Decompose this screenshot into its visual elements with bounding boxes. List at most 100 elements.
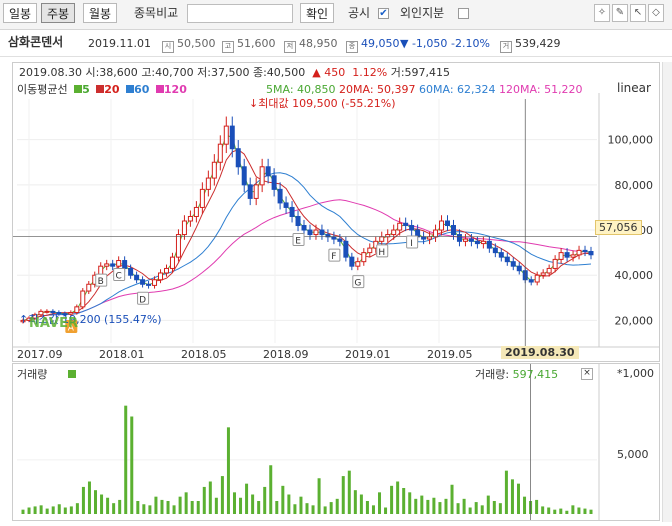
arrow-down-icon: ↓ <box>249 97 259 110</box>
info-volume-value: 539,429 <box>515 37 561 50</box>
scale-label[interactable]: linear <box>617 81 651 95</box>
confirm-button[interactable]: 확인 <box>300 3 334 23</box>
volume-bar <box>81 486 85 514</box>
volume-bar <box>577 507 581 514</box>
event-marker-label: B <box>98 277 104 287</box>
volume-bar <box>106 497 110 514</box>
price-chart[interactable]: 20,00040,00060,00080,000100,0002017.0920… <box>13 63 659 361</box>
candle-body <box>104 263 110 267</box>
volume-chart[interactable] <box>13 364 659 520</box>
price-chart-panel: 20,00040,00060,00080,000100,0002017.0920… <box>12 62 660 362</box>
volume-bar <box>214 497 218 514</box>
volume-readout-label: 거래량: <box>475 368 510 381</box>
info-close: 종 49,050 <box>346 37 400 53</box>
candle-body <box>122 260 128 269</box>
ma20-swatch <box>96 85 105 93</box>
ma120-label: 120 <box>163 83 187 96</box>
tab-monthly[interactable]: 월봉 <box>83 3 117 23</box>
candle-body <box>295 215 301 227</box>
volume-bar <box>378 492 382 514</box>
volume-bar <box>535 499 539 514</box>
disclosure-checkbox[interactable]: ✔ <box>378 8 389 19</box>
candle-body <box>68 312 74 315</box>
event-marker-label: H <box>378 248 385 258</box>
candle-body <box>74 306 80 314</box>
volume-bar <box>396 481 400 514</box>
info-low-value: 48,950 <box>299 37 338 50</box>
candle-body <box>445 220 451 227</box>
candle-body <box>546 267 552 274</box>
volume-bar <box>402 488 406 514</box>
candle-body <box>397 222 403 231</box>
candle-body <box>307 229 313 236</box>
ma20-value: 20MA: 50,397 <box>339 83 416 96</box>
volume-bar <box>359 494 363 514</box>
candle-body <box>265 166 271 177</box>
volume-bar <box>390 485 394 514</box>
candle-body <box>343 240 349 258</box>
y-tick-label: 20,000 <box>615 314 654 327</box>
candle-body <box>56 312 62 315</box>
volume-unit: *1,000 <box>617 367 654 380</box>
candle-body <box>486 240 492 249</box>
volume-bar <box>486 495 490 514</box>
volume-bar <box>112 503 116 514</box>
candle-body <box>271 175 277 190</box>
candle-body <box>205 177 211 190</box>
tab-daily[interactable]: 일봉 <box>3 3 37 23</box>
disclosure-label: 공시 <box>348 6 371 20</box>
ph-date: 2019.08.30 <box>19 66 82 79</box>
candle-body <box>468 238 474 242</box>
volume-bar <box>202 486 206 514</box>
volume-bar <box>365 501 369 514</box>
candle-body <box>152 279 158 286</box>
scrollbar[interactable] <box>662 62 672 522</box>
volume-bar <box>516 483 520 514</box>
ph-change: ▲ 450 <box>312 66 346 79</box>
info-open: 시 50,500 <box>162 37 216 53</box>
volume-bar <box>565 510 569 514</box>
info-open-value: 50,500 <box>177 37 216 50</box>
info-change-pct: -2.10% <box>451 37 490 50</box>
volume-bar <box>226 427 230 514</box>
candle-body <box>421 236 427 240</box>
ma60-line <box>22 172 592 321</box>
candle-body <box>361 252 367 263</box>
candle-body <box>158 272 164 281</box>
bulb-icon[interactable]: ✧ <box>594 4 610 22</box>
x-tick-label: 2018.09 <box>263 348 309 361</box>
candle-body <box>175 234 181 258</box>
foreign-ownership-label: 외인지분 <box>400 6 445 20</box>
volume-bar <box>347 470 351 514</box>
volume-bar <box>87 481 91 514</box>
ma20-label: 20 <box>104 83 120 96</box>
tab-weekly[interactable]: 주봉 <box>41 3 75 23</box>
min-label-text: 최소값 19,200 (155.47%) <box>28 313 162 326</box>
eraser-icon[interactable]: ◇ <box>648 4 664 22</box>
volume-bar <box>166 501 170 514</box>
candle-body <box>116 260 122 267</box>
info-low: 저 48,950 <box>284 37 338 53</box>
volume-bar <box>51 506 55 514</box>
compare-label: 종목비교 <box>134 6 179 20</box>
volume-bar <box>559 508 563 514</box>
volume-bar <box>45 508 49 514</box>
volume-bar <box>118 499 122 514</box>
volume-bar <box>571 505 575 514</box>
volume-bar <box>329 502 333 514</box>
volume-bar <box>468 507 472 514</box>
compare-input[interactable] <box>187 4 293 23</box>
x-tick-label: 2019.05 <box>427 348 473 361</box>
info-volume: 거 539,429 <box>500 37 561 53</box>
foreign-ownership-checkbox[interactable] <box>458 8 469 19</box>
pencil-icon[interactable]: ✎ <box>612 4 628 22</box>
candle-body <box>169 256 175 269</box>
volume-bar <box>57 504 61 514</box>
volume-bar <box>305 503 309 514</box>
volume-bar <box>124 405 128 514</box>
volume-bar <box>75 503 79 514</box>
candle-body <box>289 206 295 217</box>
candle-body <box>86 283 92 292</box>
close-icon[interactable]: × <box>581 368 593 380</box>
cursor-icon[interactable]: ↖ <box>630 4 646 22</box>
